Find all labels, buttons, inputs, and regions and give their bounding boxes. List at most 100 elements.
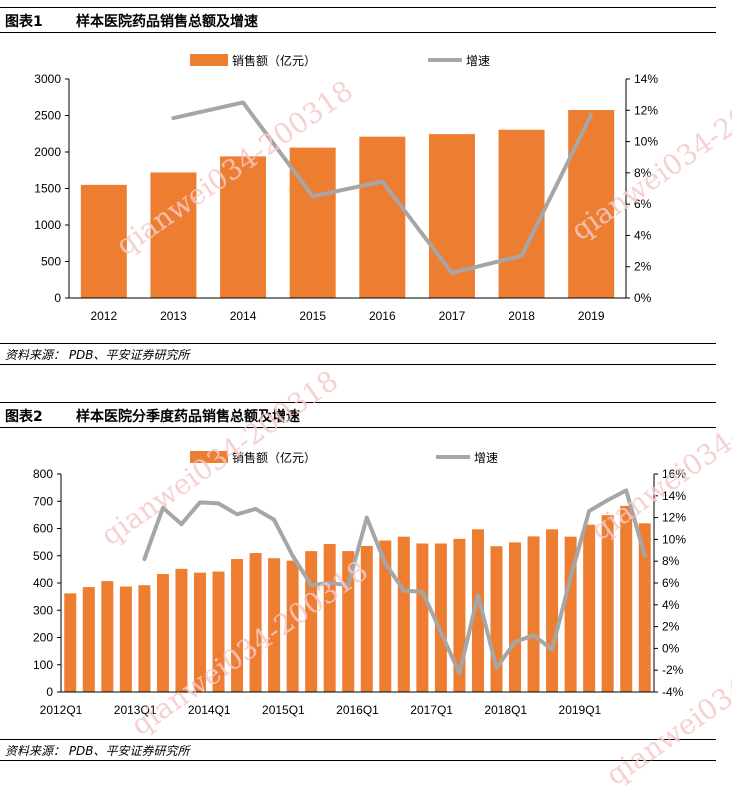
y-tick-label: 200 [33, 631, 53, 645]
x-tick-label: 2012 [90, 309, 117, 323]
y2-tick-label: 14% [634, 72, 658, 86]
y2-tick-label: 4% [662, 598, 680, 612]
y2-tick-label: 10% [662, 532, 686, 546]
bar [193, 572, 206, 692]
bar [416, 543, 429, 692]
chart-1: 0 500 1000 1500 2000 2500 3000 0% 2% 4% 6% 8% 10% 12%… [34, 53, 658, 323]
bar [101, 581, 114, 692]
bar [175, 568, 188, 692]
bar [138, 585, 151, 692]
figure-1-title: 样本医院药品销售总额及增速 [76, 14, 258, 30]
y2-tick-label: 8% [634, 166, 652, 180]
y-tick-label: 500 [41, 255, 61, 269]
y-tick-label: 700 [33, 494, 53, 508]
y2-tick-label: 14% [662, 489, 686, 503]
bar [638, 523, 651, 692]
y2-tick-label: 0% [634, 291, 652, 305]
bar [397, 536, 410, 692]
bar [119, 586, 132, 692]
bar [620, 505, 633, 692]
x-tick-label: 2016 [369, 309, 396, 323]
legend-bar-label: 销售额（亿元） [232, 450, 316, 465]
y-tick-label: 2500 [34, 109, 61, 123]
y2-tick-label: 12% [634, 103, 658, 117]
bar [471, 529, 484, 692]
x-tick-label: 2012Q1 [40, 703, 83, 717]
y-tick-label: 100 [33, 658, 53, 672]
y2-tick-label: 2% [662, 620, 680, 634]
y-tick-label: 400 [33, 576, 53, 590]
y2-tick-label: 0% [662, 641, 680, 655]
y2-tick-label: 8% [662, 554, 680, 568]
bar [305, 551, 318, 692]
y2-tick-label: 16% [662, 467, 686, 481]
y2-tick-label: 2% [634, 260, 652, 274]
legend-bar-swatch [190, 451, 228, 463]
bar [156, 574, 169, 692]
x-tick-label: 2013Q1 [114, 703, 157, 717]
figure-1-source-bar: 资料来源： PDB、平安证券研究所 [0, 343, 716, 365]
chart-2: 0 100 200 300 400 500 600 700 800 -4% -2% 0% 2% 4% 6% 8… [33, 450, 686, 717]
x-tick-label: 2019Q1 [559, 703, 602, 717]
bar [546, 529, 559, 692]
x-tick-label: 2014Q1 [188, 703, 231, 717]
y-tick-label: 800 [33, 467, 53, 481]
figure-1-number: 图表1 [5, 14, 43, 30]
bar [231, 559, 244, 692]
bar [286, 560, 299, 692]
figure-1-source: 资料来源： PDB、平安证券研究所 [5, 348, 190, 362]
x-tick-label: 2018 [508, 309, 535, 323]
y2-tick-label: 10% [634, 135, 658, 149]
bar [379, 540, 392, 692]
figure-2-title: 样本医院分季度药品销售总额及增速 [76, 409, 300, 425]
bar [564, 536, 577, 692]
bar [434, 543, 447, 692]
y-tick-label: 1000 [34, 218, 61, 232]
x-tick-label: 2017 [439, 309, 466, 323]
y-tick-label: 1500 [34, 182, 61, 196]
legend-bar-label: 销售额（亿元） [232, 53, 316, 68]
x-tick-label: 2017Q1 [410, 703, 453, 717]
bar [212, 571, 225, 692]
y-tick-label: 3000 [34, 72, 61, 86]
bar [490, 546, 503, 692]
y2-tick-label: -2% [662, 663, 684, 677]
figure-1: 图表1 样本医院药品销售总额及增速 0 500 1000 1500 2000 2500 30… [0, 0, 732, 370]
bar [64, 593, 77, 692]
x-tick-label: 2013 [160, 309, 187, 323]
y-tick-label: 500 [33, 549, 53, 563]
figure-2-title-bar: 图表2 样本医院分季度药品销售总额及增速 [0, 402, 716, 428]
x-tick-label: 2014 [230, 309, 257, 323]
growth-line [142, 488, 647, 676]
bar [323, 544, 336, 692]
bar [249, 553, 262, 692]
bar [509, 542, 522, 692]
y2-tick-label: 6% [634, 197, 652, 211]
figure-2-source: 资料来源： PDB、平安证券研究所 [5, 744, 190, 758]
y2-tick-label: 6% [662, 576, 680, 590]
y-tick-label: 0 [46, 685, 53, 699]
legend-bar-swatch [190, 54, 228, 66]
bar [527, 536, 540, 692]
figure-2: 图表2 样本医院分季度药品销售总额及增速 0 100 200 300 400 500 600… [0, 402, 716, 761]
x-tick-label: 2019 [578, 309, 605, 323]
y2-tick-label: 4% [634, 228, 652, 242]
y-tick-label: 600 [33, 522, 53, 536]
bar [359, 136, 406, 298]
y2-tick-label: 12% [662, 511, 686, 525]
bar [498, 129, 545, 298]
bar [220, 156, 267, 298]
figure-1-title-bar: 图表1 样本医院药品销售总额及增速 [0, 7, 716, 33]
bar [80, 184, 127, 298]
y-tick-label: 2000 [34, 145, 61, 159]
legend-line-label: 增速 [466, 54, 490, 68]
x-tick-label: 2016Q1 [336, 703, 379, 717]
y2-tick-label: -4% [662, 685, 684, 699]
figure-2-number: 图表2 [5, 409, 43, 425]
y-tick-label: 0 [54, 291, 61, 305]
growth-line [171, 100, 594, 275]
x-tick-label: 2015 [299, 309, 326, 323]
bar [568, 110, 615, 299]
bar [82, 587, 95, 692]
bar [601, 515, 614, 692]
